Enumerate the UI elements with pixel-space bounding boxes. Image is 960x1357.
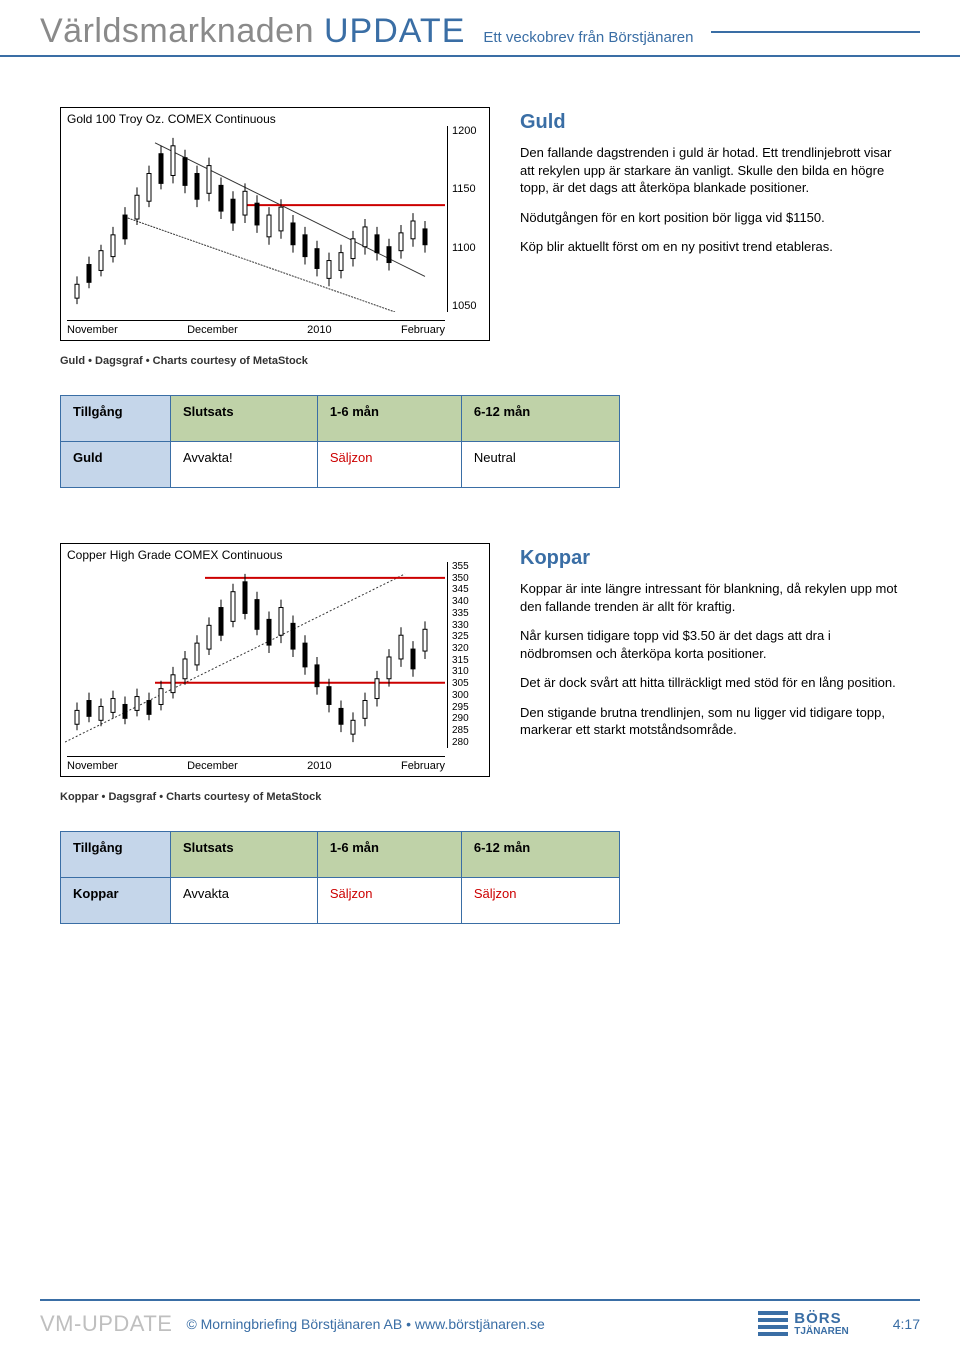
chart-title-guld: Gold 100 Troy Oz. COMEX Continuous [67,112,276,126]
chart-koppar: Copper High Grade COMEX Continuous [60,543,490,777]
chart-title-koppar: Copper High Grade COMEX Continuous [67,548,282,562]
ytick: 355 [448,562,487,572]
heading-guld: Guld [520,111,900,134]
ytick: 295 [448,703,487,713]
footer-logo: BÖRS TJÄNAREN [758,1311,848,1337]
td-asset: Guld [61,442,171,488]
th-1-6: 1-6 mån [317,396,461,442]
td-conclusion: Avvakta [171,878,318,924]
footer-brand: VM-UPDATE [40,1311,172,1337]
td-asset: Koppar [61,878,171,924]
chart-column-guld: Gold 100 Troy Oz. COMEX Continuous [60,107,490,341]
table-row: Guld Avvakta! Säljzon Neutral [61,442,620,488]
ytick: 330 [448,621,487,631]
logo-bars-icon [758,1311,788,1336]
td-1-6: Säljzon [317,442,461,488]
header-line: Världsmarknaden UPDATE Ett veckobrev frå… [40,12,920,51]
page-footer: VM-UPDATE © Morningbriefing Börstjänaren… [40,1299,920,1337]
table-header-row: Tillgång Slutsats 1-6 mån 6-12 mån [61,832,620,878]
page-header: Världsmarknaden UPDATE Ett veckobrev frå… [0,0,960,57]
th-6-12: 6-12 mån [461,396,619,442]
heading-koppar: Koppar [520,547,900,570]
logo-text-bottom: TJÄNAREN [794,1327,848,1338]
para-koppar-4: Den stigande brutna trendlinjen, som nu … [520,704,900,739]
th-1-6: 1-6 mån [317,832,461,878]
ytick: 280 [448,738,487,748]
xtick: February [401,760,445,772]
logo-text-top: BÖRS [794,1311,848,1327]
footer-copyright: © Morningbriefing Börstjänaren AB • www.… [186,1316,544,1332]
th-asset: Tillgång [61,396,171,442]
ytick: 335 [448,609,487,619]
caption-koppar: Koppar • Dagsgraf • Charts courtesy of M… [60,791,900,803]
ytick: 340 [448,597,487,607]
header-subtitle: Ett veckobrev från Börstjänaren [483,29,693,46]
table-row: Koppar Avvakta Säljzon Säljzon [61,878,620,924]
xtick: December [187,760,238,772]
ytick: 310 [448,667,487,677]
x-axis-guld: November December 2010 February [67,320,445,336]
plot-area-guld [65,128,445,312]
para-guld-1: Den fallande dagstrenden i guld är hotad… [520,144,900,197]
chart-guld: Gold 100 Troy Oz. COMEX Continuous [60,107,490,341]
table-koppar: Tillgång Slutsats 1-6 mån 6-12 mån Koppa… [60,831,620,924]
ytick: 305 [448,679,487,689]
para-koppar-3: Det är dock svårt att hitta tillräckligt… [520,674,900,692]
ytick: 1200 [448,126,487,137]
para-guld-3: Köp blir aktuellt först om en ny positiv… [520,238,900,256]
y-axis-guld: 1200 1150 1100 1050 [447,126,487,312]
ytick: 1050 [448,301,487,312]
header-title: Världsmarknaden [40,12,314,51]
para-koppar-2: Når kursen tidigare topp vid $3.50 är de… [520,627,900,662]
td-6-12: Neutral [461,442,619,488]
ytick: 300 [448,691,487,701]
table-header-row: Tillgång Slutsats 1-6 mån 6-12 mån [61,396,620,442]
header-update: UPDATE [324,12,465,51]
para-guld-2: Nödutgången för en kort position bör lig… [520,209,900,227]
section-koppar: Copper High Grade COMEX Continuous [60,543,900,777]
plot-area-koppar [65,564,445,748]
xtick: February [401,324,445,336]
footer-page-number: 4:17 [893,1316,920,1332]
xtick: December [187,324,238,336]
logo-text: BÖRS TJÄNAREN [794,1311,848,1337]
ytick: 350 [448,574,487,584]
chart-column-koppar: Copper High Grade COMEX Continuous [60,543,490,777]
caption-guld: Guld • Dagsgraf • Charts courtesy of Met… [60,355,900,367]
ytick: 315 [448,656,487,666]
td-1-6: Säljzon [317,878,461,924]
ytick: 320 [448,644,487,654]
text-column-guld: Guld Den fallande dagstrenden i guld är … [520,107,900,341]
th-conclusion: Slutsats [171,832,318,878]
ytick: 345 [448,585,487,595]
xtick: 2010 [307,760,331,772]
xtick: 2010 [307,324,331,336]
ytick: 1100 [448,243,487,254]
ytick: 285 [448,726,487,736]
ytick: 1150 [448,184,487,195]
section-guld: Gold 100 Troy Oz. COMEX Continuous [60,107,900,341]
x-axis-koppar: November December 2010 February [67,756,445,772]
th-asset: Tillgång [61,832,171,878]
td-conclusion: Avvakta! [171,442,318,488]
header-rule [711,31,920,33]
th-6-12: 6-12 mån [461,832,619,878]
content-area: Gold 100 Troy Oz. COMEX Continuous [0,57,960,924]
xtick: November [67,760,118,772]
text-column-koppar: Koppar Koppar är inte längre intressant … [520,543,900,777]
y-axis-koppar: 355 350 345 340 335 330 325 320 315 310 … [447,562,487,748]
para-koppar-1: Koppar är inte längre intressant för bla… [520,580,900,615]
xtick: November [67,324,118,336]
th-conclusion: Slutsats [171,396,318,442]
td-6-12: Säljzon [461,878,619,924]
table-guld: Tillgång Slutsats 1-6 mån 6-12 mån Guld … [60,395,620,488]
ytick: 290 [448,714,487,724]
ytick: 325 [448,632,487,642]
